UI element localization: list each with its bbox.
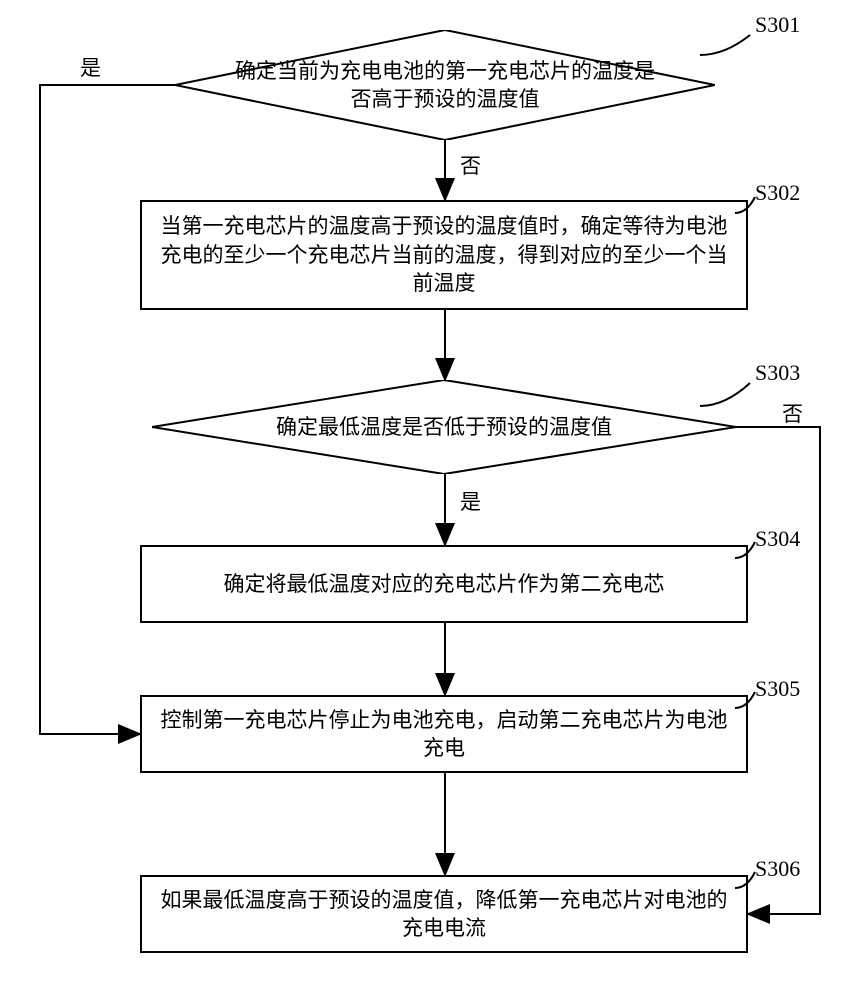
label-d3-no: 否 <box>782 398 803 428</box>
decision-s303: 确定最低温度是否低于预设的温度值 <box>152 380 736 474</box>
decision-s301: 确定当前为充电电池的第一充电芯片的温度是否高于预设的温度值 <box>175 30 715 140</box>
step-label-s301: S301 <box>755 12 800 38</box>
process-s304: 确定将最低温度对应的充电芯片作为第二充电芯 <box>140 545 748 623</box>
step-label-s304: S304 <box>755 526 800 552</box>
label-d3-yes: 是 <box>460 486 481 516</box>
process-s306: 如果最低温度高于预设的温度值，降低第一充电芯片对电池的充电电流 <box>140 875 748 953</box>
process-s302-text: 当第一充电芯片的温度高于预设的温度值时，确定等待为电池充电的至少一个充电芯片当前… <box>154 212 734 297</box>
decision-s303-text: 确定最低温度是否低于预设的温度值 <box>152 380 736 474</box>
process-s305: 控制第一充电芯片停止为电池充电，启动第二充电芯片为电池充电 <box>140 695 748 773</box>
decision-s301-text: 确定当前为充电电池的第一充电芯片的温度是否高于预设的温度值 <box>175 30 715 140</box>
step-label-s306: S306 <box>755 856 800 882</box>
step-label-s303: S303 <box>755 360 800 386</box>
connectors <box>0 0 857 1000</box>
process-s304-text: 确定将最低温度对应的充电芯片作为第二充电芯 <box>224 570 665 598</box>
step-label-s302: S302 <box>755 180 800 206</box>
process-s302: 当第一充电芯片的温度高于预设的温度值时，确定等待为电池充电的至少一个充电芯片当前… <box>140 200 748 310</box>
label-d1-yes: 是 <box>80 52 101 82</box>
process-s305-text: 控制第一充电芯片停止为电池充电，启动第二充电芯片为电池充电 <box>154 706 734 763</box>
label-d1-no: 否 <box>460 150 481 180</box>
step-label-s305: S305 <box>755 676 800 702</box>
process-s306-text: 如果最低温度高于预设的温度值，降低第一充电芯片对电池的充电电流 <box>154 886 734 943</box>
